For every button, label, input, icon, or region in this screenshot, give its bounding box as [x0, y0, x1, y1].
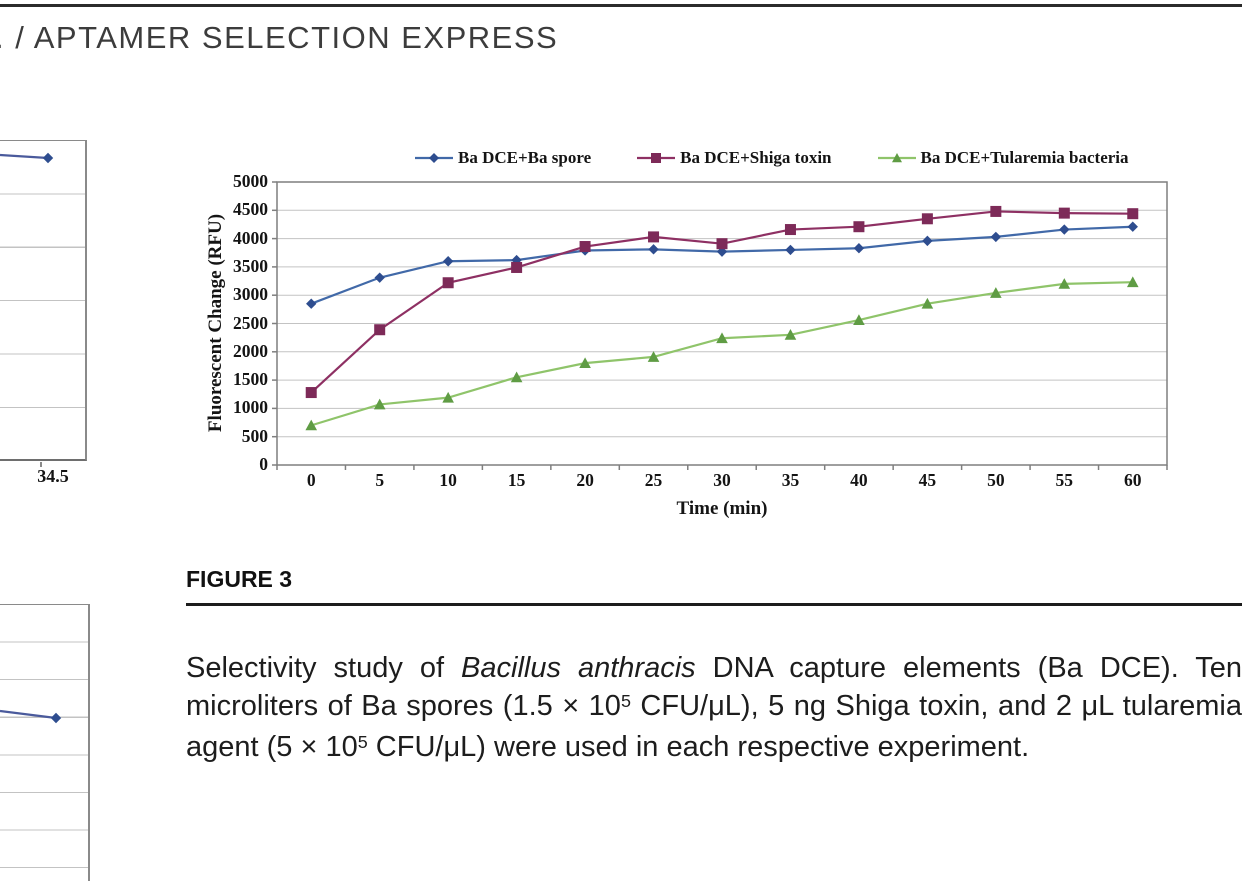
- x-tick-label: 50: [987, 470, 1005, 490]
- left-chart-fragment-bottom: [0, 604, 90, 881]
- y-tick-label: 2500: [233, 312, 268, 333]
- caption-text: CFU/μL), 5 ng Shiga toxin, and 2 μL tula…: [186, 690, 1242, 763]
- x-tick-label: 45: [918, 470, 937, 490]
- y-tick-label: 3000: [233, 284, 268, 305]
- line-chart-plot: [272, 181, 1168, 470]
- header-rule: [0, 4, 1242, 7]
- y-axis-title: Fluorescent Change (RFU): [205, 213, 226, 433]
- left-chart-fragment-top: [0, 140, 87, 461]
- x-axis-title: Time (min): [676, 498, 768, 519]
- figure-caption: Selectivity study of Bacillus anthracis …: [186, 649, 1242, 769]
- legend-entry-ba-spore: Ba DCE+Ba spore: [415, 148, 591, 168]
- legend-label: Ba DCE+Shiga toxin: [680, 148, 832, 167]
- x-tick-label: 0: [306, 470, 316, 490]
- figure-rule: [186, 603, 1242, 606]
- y-tick-label: 4500: [233, 199, 268, 220]
- diamond-marker-icon: [415, 153, 453, 163]
- x-tick-label: 30: [713, 470, 731, 490]
- y-tick-label: 5000: [233, 171, 268, 191]
- x-tick-label: 35: [781, 470, 800, 490]
- left-chart-fragment-top-series: [0, 152, 54, 164]
- y-tick-label: 3500: [233, 255, 268, 276]
- y-tick-label: 1500: [233, 369, 268, 390]
- y-tick-label: 1000: [233, 397, 268, 418]
- left-chart-fragment-top-tick: [40, 462, 42, 467]
- y-tick-label: 500: [241, 425, 268, 446]
- legend-entry-tularemia: Ba DCE+Tularemia bacteria: [877, 148, 1129, 168]
- caption-text: DNA capture elements (Ba DCE). Ten micro…: [186, 652, 1242, 722]
- figure-label: FIGURE 3: [186, 566, 293, 592]
- x-tick-label: 60: [1124, 470, 1142, 490]
- legend-entry-shiga-toxin: Ba DCE+Shiga toxin: [637, 148, 832, 168]
- y-tick-label: 4000: [233, 227, 268, 248]
- running-head: . / APTAMER SELECTION EXPRESS: [0, 20, 559, 55]
- caption-text-superscript: 5: [357, 731, 368, 752]
- caption-text: CFU/μL) were used in each respective exp…: [367, 731, 1030, 763]
- left-chart-fragment-top-xtick-label: 34.5: [37, 466, 69, 486]
- x-tick-label: 15: [507, 470, 526, 490]
- caption-text-superscript: 5: [620, 690, 631, 711]
- legend-label: Ba DCE+Tularemia bacteria: [920, 148, 1129, 167]
- y-tick-label: 0: [259, 454, 268, 474]
- left-chart-fragment-bottom-series: [0, 709, 62, 724]
- caption-text-italic: Bacillus anthracis: [461, 652, 696, 684]
- square-marker-icon: [637, 153, 676, 163]
- x-tick-label: 55: [1055, 470, 1074, 490]
- y-tick-label: 2000: [233, 340, 268, 361]
- x-tick-label: 10: [439, 470, 457, 490]
- x-tick-label: 5: [375, 470, 385, 490]
- triangle-marker-icon: [877, 153, 916, 163]
- chart-legend: Ba DCE+Ba spore Ba DCE+Shiga toxin Ba DC…: [415, 148, 1129, 168]
- x-tick-label: 25: [644, 470, 663, 490]
- x-tick-label: 40: [850, 470, 868, 490]
- caption-text: Selectivity study of: [186, 652, 462, 684]
- x-tick-label: 20: [576, 470, 594, 490]
- legend-label: Ba DCE+Ba spore: [458, 148, 592, 167]
